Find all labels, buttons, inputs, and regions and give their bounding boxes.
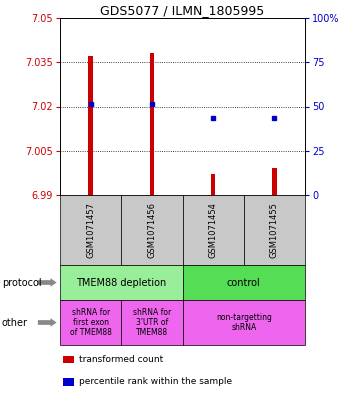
Text: other: other	[2, 318, 28, 327]
Bar	[88, 56, 93, 195]
Text: control: control	[227, 277, 261, 288]
Text: shRNA for
3'UTR of
TMEM88: shRNA for 3'UTR of TMEM88	[133, 308, 171, 338]
Text: non-targetting
shRNA: non-targetting shRNA	[216, 313, 272, 332]
Text: shRNA for
first exon
of TMEM88: shRNA for first exon of TMEM88	[70, 308, 112, 338]
Bar	[272, 169, 276, 195]
Title: GDS5077 / ILMN_1805995: GDS5077 / ILMN_1805995	[100, 4, 265, 17]
Text: TMEM88 depletion: TMEM88 depletion	[76, 277, 166, 288]
Bar	[150, 53, 154, 195]
Text: GSM1071454: GSM1071454	[209, 202, 218, 258]
Text: percentile rank within the sample: percentile rank within the sample	[79, 377, 232, 386]
Text: GSM1071457: GSM1071457	[86, 202, 95, 258]
Text: GSM1071455: GSM1071455	[270, 202, 279, 258]
Text: GSM1071456: GSM1071456	[147, 202, 156, 258]
Text: transformed count: transformed count	[79, 355, 163, 364]
Bar	[211, 174, 215, 195]
Text: protocol: protocol	[2, 277, 41, 288]
